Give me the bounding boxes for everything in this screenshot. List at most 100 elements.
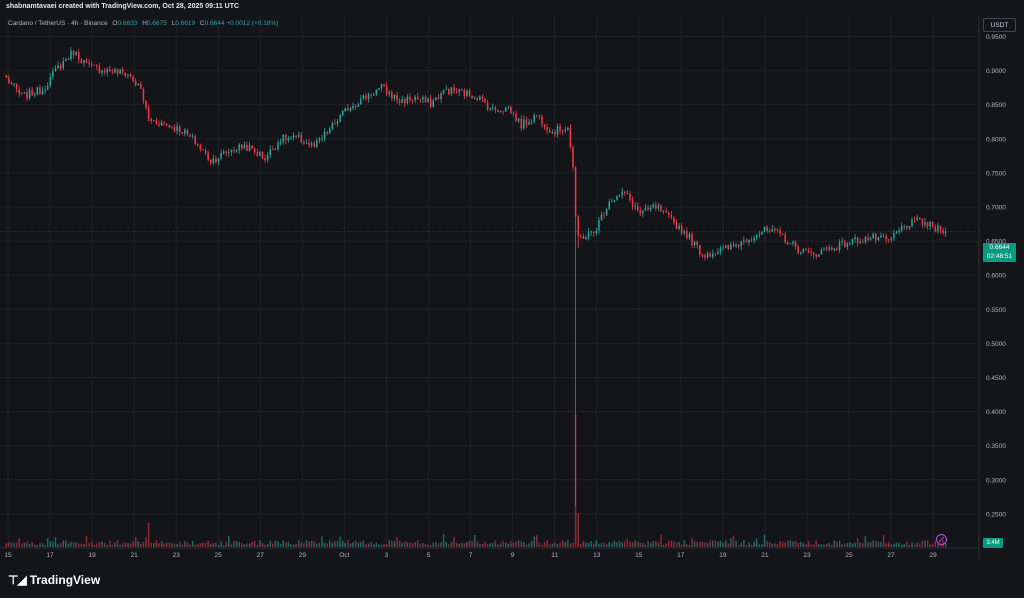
candle-body bbox=[598, 220, 600, 231]
volume-bar bbox=[678, 541, 680, 547]
volume-bar bbox=[217, 544, 220, 547]
volume-bar bbox=[235, 540, 238, 547]
candle-body bbox=[675, 222, 678, 229]
candle-body bbox=[647, 207, 649, 210]
candle-body bbox=[388, 91, 391, 94]
volume-bar bbox=[259, 540, 261, 547]
candle-body bbox=[21, 93, 23, 95]
volume-bar bbox=[222, 544, 225, 547]
volume-bar bbox=[292, 544, 295, 547]
volume-bar bbox=[476, 541, 479, 547]
go-to-realtime-icon[interactable] bbox=[936, 534, 947, 545]
volume-bar bbox=[424, 543, 427, 547]
candle-body bbox=[766, 226, 768, 232]
candle-body bbox=[748, 239, 750, 243]
volume-bar bbox=[556, 543, 559, 547]
volume-bar bbox=[93, 544, 96, 547]
volume-bar bbox=[44, 544, 46, 547]
candle-body bbox=[693, 241, 696, 246]
volume-bar bbox=[313, 541, 316, 547]
volume-bar bbox=[460, 542, 463, 547]
volume-bar bbox=[755, 538, 758, 547]
y-tick-label: 0.4000 bbox=[986, 409, 1006, 416]
volume-bar bbox=[220, 541, 222, 547]
candle-body bbox=[460, 89, 463, 91]
volume-bar bbox=[8, 542, 10, 547]
candle-body bbox=[241, 144, 243, 149]
candle-body bbox=[26, 92, 28, 99]
candle-body bbox=[171, 127, 173, 128]
volume-bar bbox=[797, 542, 799, 547]
candle-body bbox=[96, 65, 98, 67]
x-tick-label: 27 bbox=[257, 552, 265, 559]
symbol-title[interactable]: Cardano / TetherUS · 4h · Binance bbox=[8, 20, 108, 27]
candle-body bbox=[375, 89, 378, 95]
volume-bar bbox=[554, 542, 556, 547]
candle-body bbox=[13, 83, 15, 85]
candle-body bbox=[722, 247, 724, 249]
volume-bar bbox=[502, 541, 504, 547]
candle-body bbox=[623, 191, 626, 194]
volume-bar bbox=[414, 542, 416, 547]
candle-body bbox=[181, 132, 184, 134]
volume-bar bbox=[745, 544, 748, 547]
volume-bar bbox=[370, 541, 372, 547]
candle-body bbox=[197, 144, 199, 146]
candle-body bbox=[872, 233, 874, 238]
candle-body bbox=[797, 246, 799, 253]
candle-body bbox=[484, 98, 486, 103]
volume-bar bbox=[944, 542, 947, 547]
candle-body bbox=[305, 142, 308, 144]
candle-body bbox=[856, 237, 859, 243]
candle-body bbox=[577, 216, 579, 236]
volume-bar bbox=[838, 540, 841, 547]
candle-body bbox=[642, 210, 644, 214]
candle-body bbox=[709, 253, 711, 257]
candle-body bbox=[458, 89, 460, 93]
volume-bar bbox=[561, 540, 564, 547]
volume-bar bbox=[629, 541, 631, 547]
volume-bar bbox=[305, 540, 308, 547]
volume-bar bbox=[279, 543, 282, 547]
volume-bar bbox=[686, 543, 688, 547]
chart-caption: shabnamtavaei created with TradingView.c… bbox=[6, 3, 240, 10]
candle-body bbox=[318, 138, 321, 141]
candle-body bbox=[90, 64, 93, 65]
volume-bar bbox=[828, 542, 830, 547]
candle-body bbox=[83, 60, 85, 64]
volume-bar bbox=[546, 540, 548, 547]
candle-body bbox=[204, 150, 207, 153]
volume-bar bbox=[471, 541, 473, 547]
volume-bar bbox=[787, 540, 789, 547]
candle-body bbox=[70, 50, 72, 60]
candle-body bbox=[810, 251, 812, 253]
volume-bar bbox=[375, 542, 378, 547]
candle-body bbox=[818, 254, 820, 257]
volume-bar bbox=[924, 540, 926, 547]
volume-bar bbox=[916, 542, 918, 547]
volume-bar bbox=[717, 541, 719, 547]
volume-bar bbox=[673, 541, 675, 547]
candle-body bbox=[502, 111, 504, 113]
volume-bar bbox=[517, 540, 520, 547]
candle-body bbox=[215, 158, 217, 162]
x-tick-label: 29 bbox=[299, 552, 307, 559]
volume-bar bbox=[898, 542, 900, 547]
volume-bar bbox=[207, 540, 209, 547]
volume-bar bbox=[176, 543, 178, 547]
volume-bar bbox=[90, 541, 93, 547]
volume-bar bbox=[582, 541, 585, 547]
y-tick-label: 0.7000 bbox=[986, 204, 1006, 211]
candle-body bbox=[696, 241, 699, 246]
candle-body bbox=[794, 242, 797, 247]
candle-body bbox=[590, 231, 592, 233]
candle-body bbox=[380, 84, 383, 88]
candle-body bbox=[323, 131, 326, 139]
candle-body bbox=[750, 239, 753, 241]
volume-bar bbox=[921, 540, 924, 547]
volume-bar bbox=[411, 543, 414, 547]
candle-body bbox=[18, 89, 21, 94]
currency-button[interactable]: USDT bbox=[983, 18, 1016, 32]
volume-bar bbox=[859, 542, 862, 547]
